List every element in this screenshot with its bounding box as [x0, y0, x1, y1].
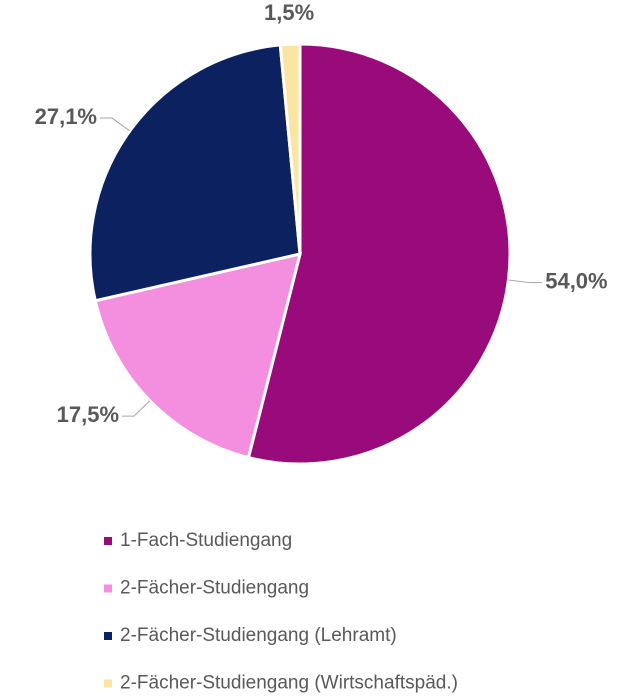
legend-marker [104, 584, 112, 593]
legend-marker [104, 632, 112, 640]
leader-line [122, 400, 151, 417]
pie-slice [278, 42, 302, 255]
data-label: 54,0% [545, 268, 607, 293]
legend-marker [104, 679, 112, 688]
leader-line [508, 279, 543, 284]
data-label: 17,5% [57, 402, 119, 427]
legend-label: 2-Fächer-Studiengang (Lehramt) [120, 625, 397, 646]
legend-marker [104, 537, 112, 545]
legend-label: 2-Fächer-Studiengang (Wirtschaftspäd.) [120, 673, 458, 694]
legend-label: 1-Fach-Studiengang [120, 530, 292, 551]
data-label: 27,1% [35, 104, 97, 129]
leader-line [100, 117, 131, 132]
pie-slice [246, 42, 512, 466]
legend-label: 2-Fächer-Studiengang [120, 578, 309, 599]
pie-slice [93, 251, 303, 460]
data-label: 1,5% [264, 0, 314, 25]
pie-slice [88, 43, 302, 303]
